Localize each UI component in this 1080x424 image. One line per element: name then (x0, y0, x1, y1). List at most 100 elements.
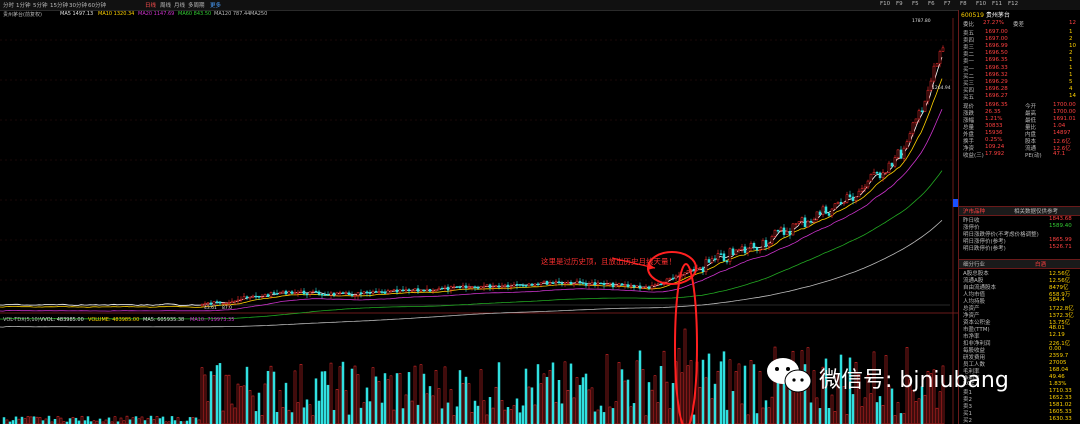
candle (245, 296, 249, 298)
candle (767, 242, 771, 247)
candle (542, 280, 546, 284)
fin-row: 卖1 1710.33 (963, 388, 1072, 396)
volume-bar (341, 361, 345, 424)
volume-bar (905, 347, 909, 424)
ask-row: 卖三 1696.99 10 (963, 43, 1076, 51)
volume-bar (230, 403, 234, 424)
period-tab[interactable]: 30分钟 (69, 3, 87, 9)
candle (803, 217, 807, 228)
candle (659, 283, 663, 286)
toolbar-btn[interactable]: F10 (880, 1, 891, 7)
volume-bar (278, 390, 282, 424)
candle (203, 303, 207, 305)
volume-bar (257, 392, 261, 424)
volume-bar (356, 374, 360, 424)
period-tab[interactable]: 更多 (210, 3, 222, 9)
volume-bar (152, 419, 156, 424)
period-tab[interactable]: 多周期 (188, 3, 205, 9)
volume-bar (815, 397, 819, 424)
volume-bar (290, 412, 294, 424)
volume-bar (194, 417, 198, 424)
period-tab[interactable]: 1分钟 (16, 3, 31, 9)
candle (464, 285, 468, 289)
period-tab[interactable]: 60分钟 (88, 3, 106, 9)
candle (830, 208, 834, 216)
volume-bar (41, 420, 45, 424)
candle (836, 201, 840, 204)
candle (455, 286, 459, 288)
stock-name-label: 贵州茅台(前复权) (3, 12, 42, 18)
toolbar-btn[interactable]: F10 (976, 1, 987, 7)
volume-bar (26, 416, 30, 424)
toolbar-btn[interactable]: F11 (992, 1, 1003, 7)
candle (926, 89, 930, 102)
candle (863, 186, 867, 189)
period-tab[interactable]: 分时 (3, 3, 15, 9)
volume-bar (512, 405, 516, 424)
candle (716, 253, 720, 261)
kline-chart[interactable] (0, 0, 958, 424)
volume-bar (173, 420, 177, 424)
fin-row: 卖3 1581.02 (963, 402, 1072, 410)
stat-row: 外盘 15936 内盘 14897 (963, 130, 1071, 138)
period-tab-active[interactable]: 日线 (145, 3, 157, 9)
candle (869, 173, 873, 182)
sh-row: 明日跌停价(参考) 1526.71 (963, 244, 1072, 252)
volume-bar (251, 395, 255, 424)
candle (902, 147, 906, 159)
period-tab[interactable]: 周线 (160, 3, 172, 9)
toolbar-btn[interactable]: F12 (1008, 1, 1019, 7)
candle (566, 281, 570, 284)
volume-bar (629, 406, 633, 424)
volume-bar (671, 383, 675, 424)
volume-bar (551, 362, 555, 424)
volume-bar (644, 415, 648, 424)
candle (884, 172, 888, 174)
volume-bar (542, 373, 546, 424)
volume-bar (137, 418, 141, 424)
candle (854, 196, 858, 202)
candle (731, 248, 735, 255)
volume-bar (170, 416, 174, 424)
candle (269, 292, 273, 298)
period-tab[interactable]: 月线 (174, 3, 186, 9)
wechat-watermark: 微信号: bjniubang (763, 355, 1053, 395)
volume-bar (302, 407, 306, 424)
fin-row: 净资产 1372.3亿 (963, 313, 1074, 319)
volume-bar (620, 369, 624, 424)
volume-bar (149, 415, 153, 424)
volume-bar (473, 400, 477, 424)
candle (914, 118, 918, 124)
toolbar-btn[interactable]: F6 (928, 1, 935, 7)
volume-bar (401, 408, 405, 424)
toolbar-btn[interactable]: F8 (960, 1, 967, 7)
period-tab[interactable]: 15分钟 (50, 3, 68, 9)
toolbar-btn[interactable]: F7 (944, 1, 951, 7)
volume-bar (296, 402, 300, 424)
volume-bar (767, 407, 771, 424)
volume-bar (92, 420, 96, 424)
candle (479, 286, 483, 289)
volume-bar (734, 371, 738, 424)
candle (512, 284, 516, 287)
volume-bar (692, 414, 696, 424)
toolbar-btn[interactable]: F5 (912, 1, 919, 7)
candle (656, 283, 660, 286)
volume-bar (860, 406, 864, 424)
toolbar-btn[interactable]: F9 (896, 1, 903, 7)
candle (866, 180, 870, 188)
fin-row: 人均持股 584.4 (963, 297, 1065, 305)
volume-bar (935, 407, 939, 424)
candle (857, 190, 861, 198)
candle (815, 211, 819, 220)
period-tab[interactable]: 5分钟 (33, 3, 48, 9)
volume-bar (878, 396, 882, 424)
candle (899, 149, 903, 159)
sh-row: 明日涨停价(参考) 1865.99 (963, 237, 1072, 245)
volume-bar (56, 416, 60, 424)
fin-row: 总资产 1722.8亿 (963, 306, 1074, 312)
volume-bar (347, 414, 351, 424)
volume-bar (353, 365, 357, 424)
candle (467, 286, 471, 289)
candle (665, 278, 669, 283)
